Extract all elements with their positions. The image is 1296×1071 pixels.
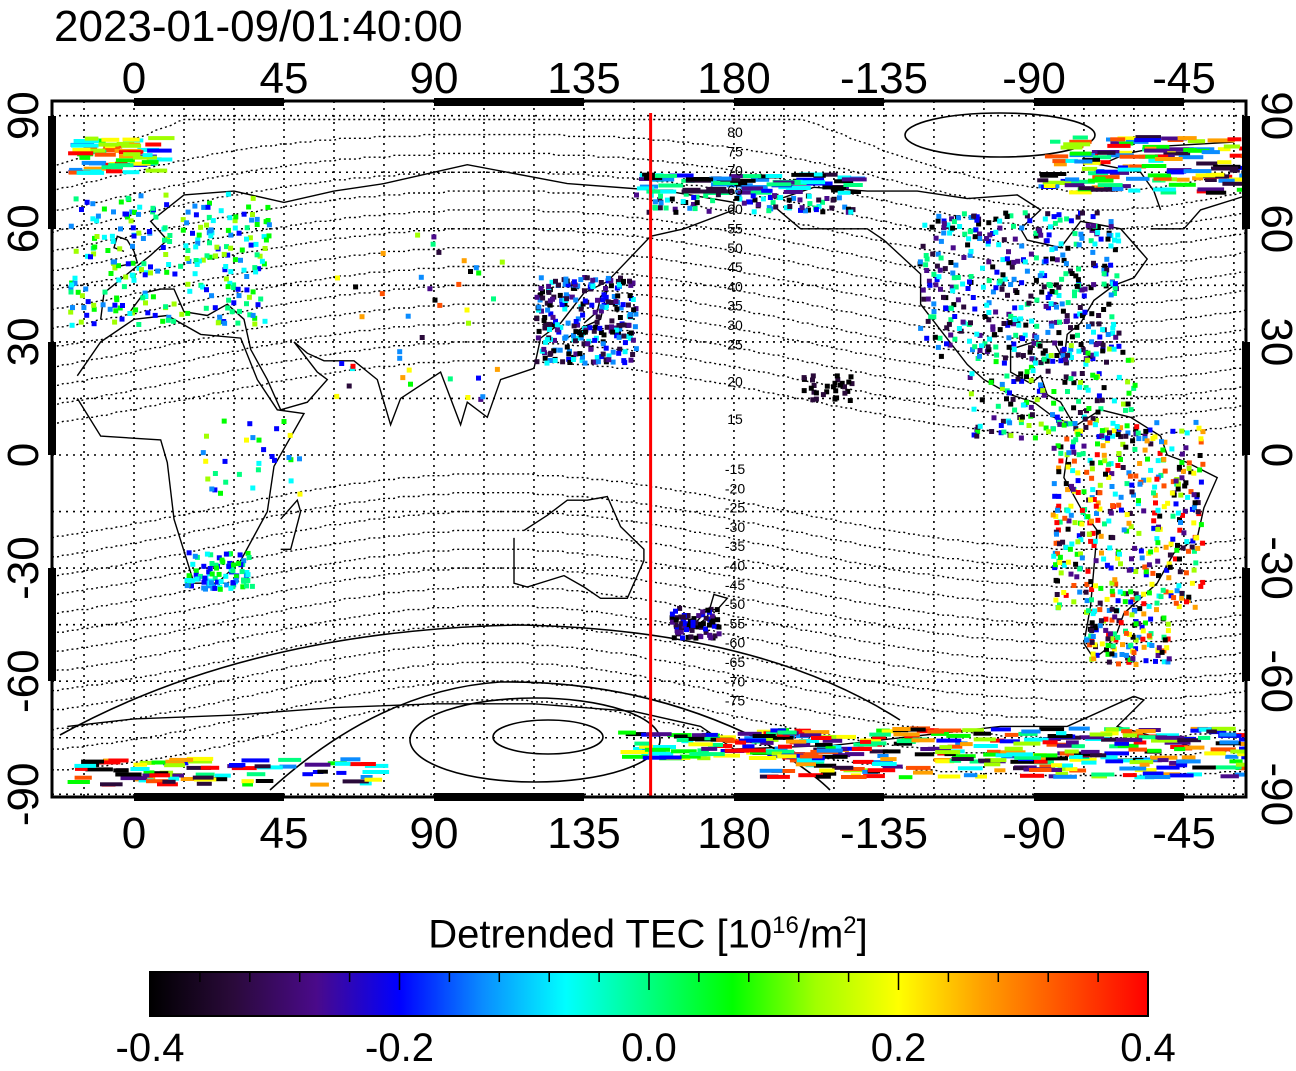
contour-label-south: -40 — [725, 558, 745, 574]
contour-label-south: -30 — [725, 519, 745, 535]
contour-labels: 80 75 70 65 60 55 50 45 40 35 30 25 20 15 -15 -20 -25 -30… — [725, 124, 745, 709]
lon-label-bottom: 135 — [547, 809, 620, 858]
lon-label-bottom: 0 — [122, 809, 146, 858]
lat-label-right: 90 — [1252, 91, 1296, 140]
contour-label-south: -65 — [725, 654, 745, 670]
contour-label-south: -70 — [725, 673, 745, 689]
colorbar-tick-label: 0.0 — [621, 1026, 677, 1071]
lat-label-left: -30 — [0, 536, 48, 600]
lon-label-top: 180 — [697, 54, 770, 103]
lon-label-top: -135 — [840, 54, 928, 103]
contour-label-south: -60 — [725, 635, 745, 651]
contour-label-south: -15 — [725, 461, 745, 477]
contour-label-north: 25 — [727, 336, 743, 352]
contour-label-north: 30 — [727, 317, 743, 333]
lat-label-left: 30 — [0, 317, 48, 366]
lat-label-right: -30 — [1252, 536, 1296, 600]
contour-label-north: 65 — [727, 182, 743, 198]
map-background — [52, 101, 1246, 797]
lon-label-top: 45 — [260, 54, 309, 103]
contour-label-north: 75 — [727, 143, 743, 159]
contour-label-south: -25 — [725, 500, 745, 516]
colorbar-tick-label: 0.2 — [871, 1026, 927, 1071]
colorbar-tick-label: -0.2 — [365, 1026, 434, 1071]
contour-label-north: 55 — [727, 221, 743, 237]
lon-label-top: -45 — [1152, 54, 1216, 103]
lat-label-left: 60 — [0, 204, 48, 253]
lat-label-left: -60 — [0, 649, 48, 713]
colorbar-tick-label: 0.4 — [1120, 1026, 1176, 1071]
contour-label-south: -20 — [725, 480, 745, 496]
contour-label-south: -75 — [725, 693, 745, 709]
lat-label-right: 60 — [1252, 204, 1296, 253]
lat-label-right: 30 — [1252, 317, 1296, 366]
lat-label-left: 0 — [0, 443, 48, 467]
lon-label-top: 0 — [122, 54, 146, 103]
lon-label-bottom: -45 — [1152, 809, 1216, 858]
contour-label-south: -45 — [725, 577, 745, 593]
contour-label-south: -50 — [725, 596, 745, 612]
lat-label-left: 90 — [0, 91, 48, 140]
colorbar-title: Detrended TEC [1016/m2] — [0, 912, 1296, 957]
contour-label-north: 35 — [727, 298, 743, 314]
contour-label-north: 80 — [727, 124, 743, 140]
lon-label-top: 90 — [410, 54, 459, 103]
lon-label-bottom: 180 — [697, 809, 770, 858]
lat-label-right: -60 — [1252, 649, 1296, 713]
contour-label-south: -55 — [725, 615, 745, 631]
contour-label-north: 40 — [727, 278, 743, 294]
lat-label-left: -90 — [0, 763, 48, 827]
colorbar — [150, 972, 1148, 1016]
lon-label-top: 135 — [547, 54, 620, 103]
colorbar-tick-label: -0.4 — [116, 1026, 185, 1071]
lon-label-bottom: -90 — [1002, 809, 1066, 858]
contour-label-north: 60 — [727, 201, 743, 217]
contour-label-north: 45 — [727, 259, 743, 275]
lat-label-right: -90 — [1252, 763, 1296, 827]
lon-label-top: -90 — [1002, 54, 1066, 103]
contour-label-north: 50 — [727, 240, 743, 256]
contour-label-north: 70 — [727, 163, 743, 179]
lon-label-bottom: 90 — [410, 809, 459, 858]
contour-label-north: 20 — [727, 374, 743, 390]
contour-label-south: -35 — [725, 538, 745, 554]
lat-label-right: 0 — [1252, 443, 1296, 467]
lon-label-bottom: -135 — [840, 809, 928, 858]
lon-label-bottom: 45 — [260, 809, 309, 858]
contour-label-north: 15 — [727, 411, 743, 427]
